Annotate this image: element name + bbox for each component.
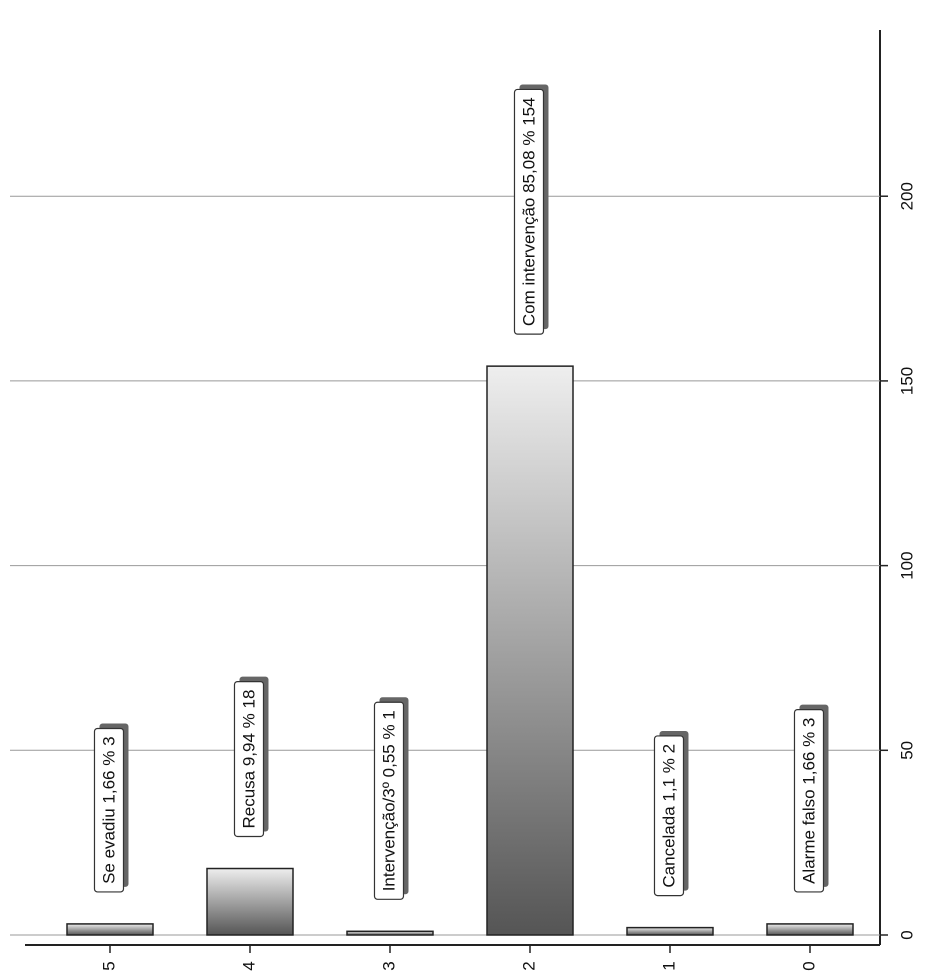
data-label: Cancelada 1,1 % 2: [659, 744, 678, 888]
data-label: Recusa 9,94 % 18: [239, 690, 258, 829]
bar: [206, 867, 294, 936]
x-tick-label: 2: [519, 961, 538, 970]
label-box: [793, 709, 825, 893]
bar: [626, 926, 714, 936]
x-tick-label: 4: [239, 961, 258, 970]
y-tick-label: 200: [897, 182, 916, 210]
x-tick-label: 1: [659, 961, 678, 970]
data-label: Alarme falso 1,66 % 3: [799, 718, 818, 884]
bar: [346, 930, 434, 936]
data-label: Com intervenção 85,08 % 154: [519, 97, 538, 326]
label-box: [233, 680, 265, 838]
label-box: [513, 88, 545, 335]
data-label: Intervenção/3º 0,55 % 1: [379, 710, 398, 891]
bar: [66, 923, 154, 936]
y-tick-label: 0: [897, 930, 916, 939]
y-tick-label: 150: [897, 367, 916, 395]
label-box: [93, 727, 125, 893]
label-box: [373, 701, 405, 900]
data-label: Se evadiu 1,66 % 3: [99, 736, 118, 883]
y-tick-label: 100: [897, 551, 916, 579]
bar: [486, 365, 574, 936]
bar: [766, 923, 854, 936]
y-tick-label: 50: [897, 741, 916, 760]
label-box: [653, 735, 685, 897]
x-tick-label: 5: [99, 961, 118, 970]
x-tick-label: 0: [799, 961, 818, 970]
x-tick-label: 3: [379, 961, 398, 970]
